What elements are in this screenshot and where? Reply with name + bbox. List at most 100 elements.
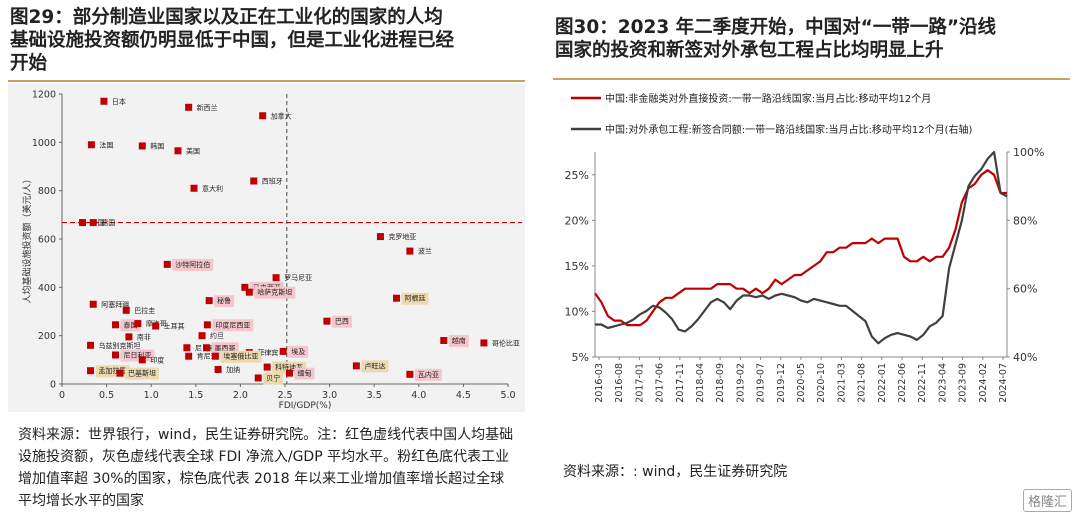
x-tick-label: 2016-03 — [594, 363, 605, 403]
data-label: 哥伦比亚 — [492, 338, 520, 347]
data-label: 埃及 — [291, 347, 305, 356]
data-label: 波兰 — [418, 247, 432, 256]
left-title-rule — [8, 80, 525, 82]
label-highlight — [212, 319, 254, 332]
data-label: 秘鲁 — [217, 296, 231, 305]
label-highlight — [294, 367, 315, 380]
data-point — [406, 247, 414, 255]
data-label: 南非 — [137, 332, 151, 341]
data-label: 意大利 — [202, 184, 223, 193]
right-panel: 图30：2023 年二季度开始，中国对“一带一路”沿线 国家的投资和新签对外承包… — [545, 0, 1080, 520]
data-label: 中国 — [91, 218, 105, 227]
x-tick-label: 1.0 — [144, 390, 159, 401]
data-point — [323, 317, 331, 325]
legend-label: 中国:非金融类对外直接投资:一带一路沿线国家:当月占比:移动平均12个月 — [605, 92, 931, 105]
label-highlight — [263, 372, 284, 385]
data-point — [100, 97, 108, 105]
data-label: 美国 — [186, 146, 200, 155]
label-highlight — [220, 350, 262, 363]
right-title-rule — [553, 78, 1070, 80]
label-highlight — [401, 292, 429, 305]
x-tick-label: 0 — [59, 390, 65, 401]
data-label: 孟加拉国 — [99, 366, 127, 375]
x-tick-label: 2017-06 — [655, 363, 666, 403]
data-label: 加纳 — [226, 365, 240, 374]
data-label: 阿根廷 — [405, 294, 426, 303]
left-figure-title: 图29：部分制造业国家以及正在工业化的国家的人均 基础设施投资额仍明显低于中国，… — [10, 7, 455, 74]
data-point — [245, 288, 253, 296]
data-point — [138, 142, 146, 150]
x-tick-label: 2022-06 — [897, 363, 908, 403]
right-y-tick-label: 100% — [1013, 146, 1044, 159]
data-point — [352, 362, 360, 370]
data-point — [183, 344, 191, 352]
right-y-tick-label: 60% — [1013, 283, 1037, 296]
label-highlight — [448, 335, 469, 347]
label-highlight — [331, 315, 352, 328]
x-tick-label: 2018-09 — [715, 363, 726, 403]
data-label: 克罗地亚 — [388, 232, 416, 241]
data-point — [285, 369, 293, 377]
x-tick-label: 2024-02 — [978, 363, 989, 403]
data-label: 沙特阿拉伯 — [175, 260, 210, 269]
x-tick-label: 2020-10 — [816, 363, 827, 403]
watermark-logo: 格隆汇 — [1022, 489, 1072, 512]
data-label: 法国 — [99, 140, 113, 149]
data-label: 韩国 — [150, 141, 164, 150]
legend-label: 中国:对外承包工程:新签合同额:一带一路沿线国家:当月占比:移动平均12个月(右… — [605, 123, 972, 136]
left-source-note: 资料来源：世界银行，wind，民生证券研究院。注：红色虚线代表中国人均基础设施投… — [18, 427, 514, 509]
right-y-tick-label: 80% — [1013, 214, 1037, 227]
data-point — [254, 374, 262, 382]
left-y-tick-label: 10% — [565, 305, 589, 318]
x-tick-label: 3.5 — [367, 390, 382, 401]
data-label: 贝宁 — [266, 373, 280, 382]
scatter-chart: 0 200 400 600 800 1000 1200 0 0.5 1.0 1.5 2.0 2.5 3.0… — [21, 90, 522, 411]
data-label: 瓦内亚 — [418, 370, 439, 379]
data-point — [79, 219, 87, 227]
data-point — [205, 297, 213, 305]
x-tick-label: 2024-07 — [998, 363, 1009, 403]
data-point — [480, 339, 488, 347]
data-label: 西班牙 — [262, 177, 283, 186]
data-label: 巴基斯坦 — [128, 369, 156, 378]
line-chart: 5% 10% 15% 20% 25% 40% 60% 80% 100% 2016-03 2016-0… — [565, 92, 1045, 403]
data-point — [174, 147, 182, 155]
x-tick-label: 2016-08 — [614, 363, 625, 403]
data-point — [122, 306, 130, 314]
x-tick-label: 2021-08 — [857, 363, 868, 403]
y-tick-label: 1000 — [32, 138, 56, 149]
data-label: 科特迪瓦 — [275, 363, 303, 372]
data-label: 缅甸 — [297, 369, 311, 378]
data-label: 埃塞俄比亚 — [223, 352, 258, 361]
label-highlight — [414, 368, 442, 381]
data-label: 土耳其 — [164, 322, 185, 331]
left-y-tick-label: 20% — [565, 214, 589, 227]
data-label: 加拿大 — [271, 111, 292, 120]
data-label: 巴西 — [335, 318, 349, 326]
x-tick-label: 2018-04 — [695, 363, 706, 403]
data-label: 菲律宾 — [257, 348, 278, 357]
x-tick-label: 2.0 — [233, 390, 248, 401]
right-figure-title: 图30：2023 年二季度开始，中国对“一带一路”沿线 国家的投资和新签对外承包… — [555, 17, 996, 61]
data-point — [112, 351, 120, 359]
x-tick-label: 2020-05 — [796, 363, 807, 403]
data-label: 哈萨克斯坦 — [257, 288, 292, 297]
data-point — [185, 103, 193, 111]
data-label: 印度 — [150, 355, 164, 364]
data-point — [203, 321, 211, 329]
data-label: 日本 — [112, 97, 126, 106]
data-point — [89, 219, 97, 227]
label-highlight — [124, 367, 159, 380]
data-label: 卢旺达 — [364, 361, 385, 370]
x-tick-label: 2019-12 — [776, 363, 787, 403]
data-point — [87, 341, 95, 349]
label-highlight — [288, 345, 309, 358]
data-point — [250, 177, 258, 185]
data-label: 肯尼亚 — [197, 352, 218, 361]
x-axis-title: FDI/GDP(%) — [279, 401, 332, 411]
y-axis-title: 人均基础设施投资额（美元/人） — [21, 174, 33, 303]
label-highlight — [214, 295, 235, 308]
data-point — [279, 347, 287, 355]
label-highlight — [172, 258, 214, 271]
x-tick-label: 3.0 — [322, 390, 337, 401]
